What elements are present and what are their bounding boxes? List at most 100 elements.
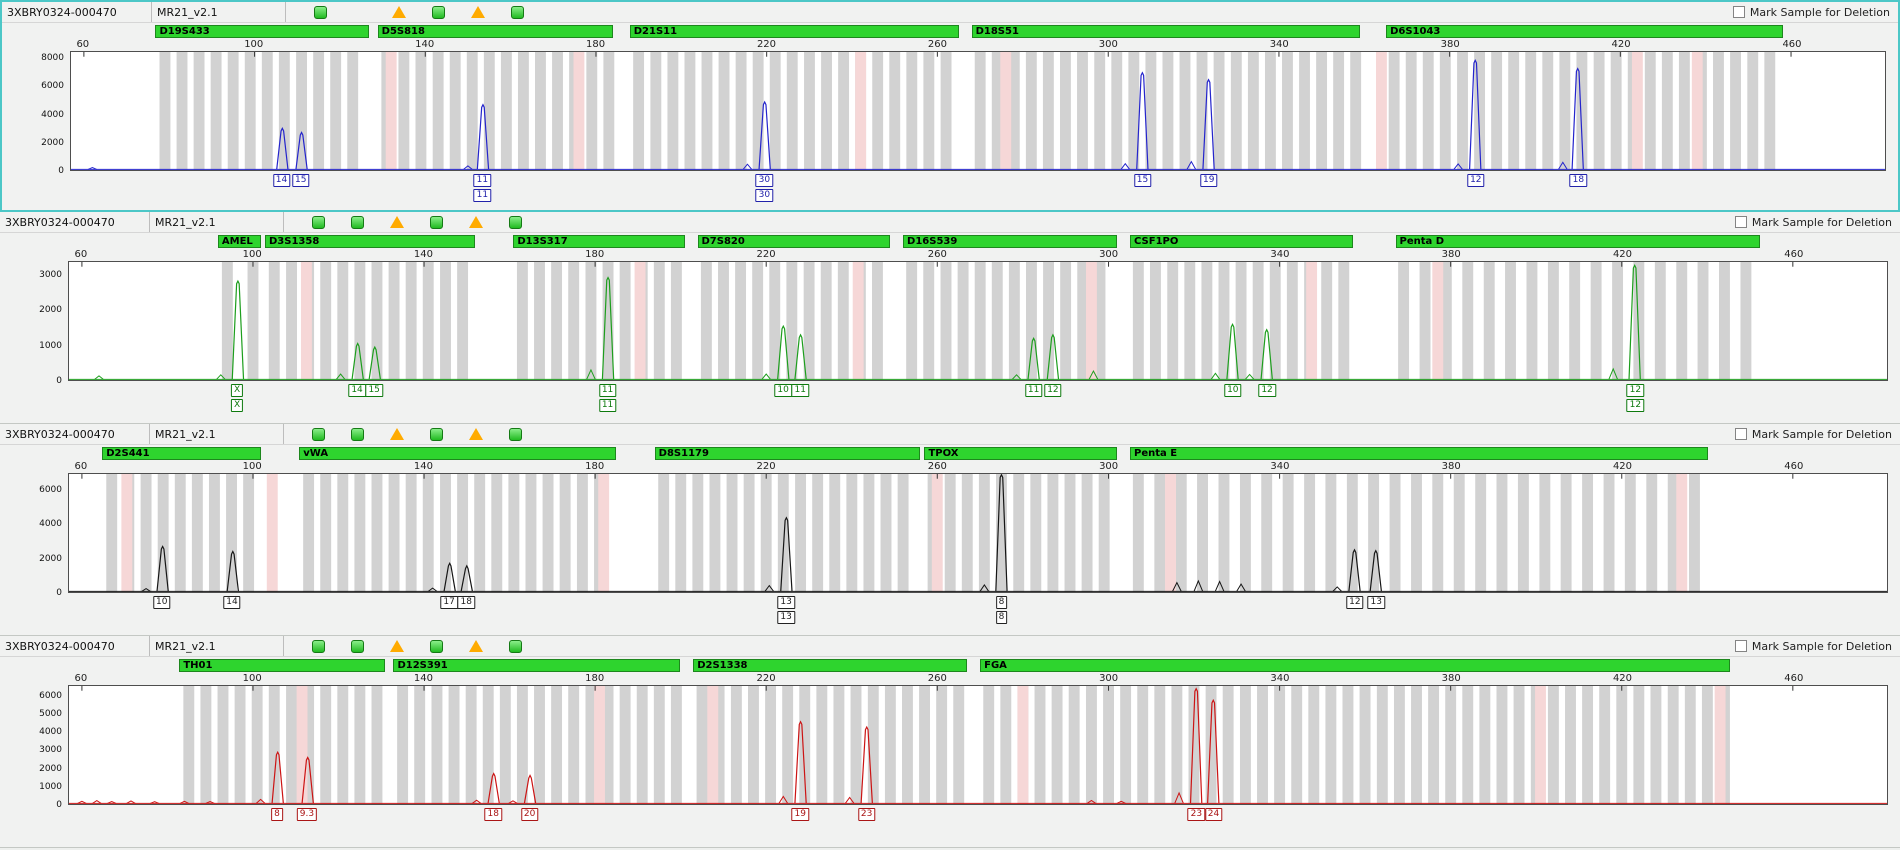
- allele-label-box[interactable]: 13: [777, 596, 795, 609]
- allele-label-box[interactable]: 23: [1187, 808, 1206, 821]
- allele-call[interactable]: 12: [1044, 384, 1062, 397]
- allele-call[interactable]: 30 30: [755, 174, 774, 202]
- allele-call[interactable]: 18: [484, 808, 502, 821]
- panel-name[interactable]: MR21_v2.1: [150, 636, 284, 656]
- allele-label-box[interactable]: 23: [857, 808, 876, 821]
- allele-label-box[interactable]: 10: [774, 384, 792, 397]
- sample-name[interactable]: 3XBRY0324-000470: [2, 2, 152, 22]
- sample-name[interactable]: 3XBRY0324-000470: [0, 424, 150, 444]
- electropherogram-plot[interactable]: [70, 51, 1886, 171]
- allele-label-box[interactable]: 17: [440, 596, 458, 609]
- allele-call[interactable]: 10: [774, 384, 792, 397]
- allele-label-box[interactable]: 18: [1569, 174, 1588, 187]
- allele-call[interactable]: 24: [1204, 808, 1223, 821]
- allele-label-box[interactable]: 9.3: [296, 808, 318, 821]
- allele-label-box[interactable]: 18: [457, 596, 475, 609]
- allele-label-box[interactable]: 11: [598, 384, 617, 397]
- allele-label-box[interactable]: 12: [1346, 596, 1364, 609]
- allele-call[interactable]: 11: [1024, 384, 1043, 397]
- allele-call[interactable]: 11 11: [473, 174, 492, 202]
- allele-call[interactable]: 10: [153, 596, 171, 609]
- allele-label-box[interactable]: 11: [473, 174, 492, 187]
- mark-deletion-control[interactable]: Mark Sample for Deletion: [1734, 428, 1900, 441]
- electropherogram-plot[interactable]: [68, 473, 1888, 593]
- allele-call[interactable]: 14: [348, 384, 366, 397]
- allele-call[interactable]: 13: [1367, 596, 1385, 609]
- allele-call[interactable]: 11: [791, 384, 810, 397]
- allele-label-box[interactable]: 15: [292, 174, 310, 187]
- mark-deletion-control[interactable]: Mark Sample for Deletion: [1732, 6, 1898, 19]
- allele-label-box[interactable]: 15: [1133, 174, 1152, 187]
- allele-label-box[interactable]: 19: [1200, 174, 1218, 187]
- locus-marker-bar: D13S317: [513, 235, 685, 248]
- allele-label-box[interactable]: 12: [1258, 384, 1276, 397]
- allele-label-box[interactable]: 19: [791, 808, 810, 821]
- sample-name[interactable]: 3XBRY0324-000470: [0, 212, 150, 232]
- allele-call[interactable]: 18: [457, 596, 475, 609]
- allele-call[interactable]: 10: [1224, 384, 1242, 397]
- allele-label-box[interactable]: 12: [1044, 384, 1062, 397]
- allele-call[interactable]: 8: [271, 808, 283, 821]
- allele-call[interactable]: 23: [1187, 808, 1206, 821]
- allele-call[interactable]: 20: [520, 808, 539, 821]
- allele-label-box[interactable]: 11: [1024, 384, 1043, 397]
- allele-call[interactable]: 12: [1258, 384, 1276, 397]
- allele-call[interactable]: 11 11: [598, 384, 617, 412]
- allele-call[interactable]: 15: [1133, 174, 1152, 187]
- allele-label-box[interactable]: 13: [1367, 596, 1385, 609]
- allele-label-box[interactable]: 24: [1204, 808, 1223, 821]
- allele-call[interactable]: 9.3: [296, 808, 318, 821]
- allele-call[interactable]: 14: [223, 596, 241, 609]
- mark-deletion-checkbox[interactable]: [1734, 216, 1747, 228]
- allele-call[interactable]: 17: [440, 596, 458, 609]
- allele-label-box[interactable]: X: [231, 399, 244, 412]
- allele-label-box[interactable]: 18: [484, 808, 502, 821]
- allele-label-box[interactable]: 14: [348, 384, 366, 397]
- allele-call[interactable]: 12 12: [1626, 384, 1645, 412]
- panel-name[interactable]: MR21_v2.1: [150, 424, 284, 444]
- quality-ok-icon: [312, 639, 325, 653]
- allele-label-box[interactable]: 15: [365, 384, 383, 397]
- allele-label-box[interactable]: 10: [1224, 384, 1242, 397]
- panel-name[interactable]: MR21_v2.1: [152, 2, 286, 22]
- allele-label-box[interactable]: 20: [520, 808, 539, 821]
- allele-call[interactable]: 15: [365, 384, 383, 397]
- electropherogram-plot[interactable]: [68, 685, 1888, 805]
- allele-call[interactable]: 15: [292, 174, 310, 187]
- allele-call[interactable]: 19: [1200, 174, 1218, 187]
- allele-call[interactable]: 13 13: [777, 596, 795, 624]
- allele-label-box[interactable]: 8: [271, 808, 283, 821]
- mark-deletion-checkbox[interactable]: [1734, 640, 1747, 652]
- allele-label-box[interactable]: 30: [755, 174, 774, 187]
- allele-label-box[interactable]: 30: [755, 189, 774, 202]
- panel-name[interactable]: MR21_v2.1: [150, 212, 284, 232]
- mark-deletion-label: Mark Sample for Deletion: [1751, 639, 1892, 653]
- electropherogram-plot[interactable]: [68, 261, 1888, 381]
- mark-deletion-control[interactable]: Mark Sample for Deletion: [1734, 216, 1900, 229]
- mark-deletion-control[interactable]: Mark Sample for Deletion: [1734, 639, 1900, 653]
- allele-call[interactable]: 23: [857, 808, 876, 821]
- allele-label-box[interactable]: 12: [1626, 384, 1645, 397]
- allele-call[interactable]: 12: [1346, 596, 1364, 609]
- allele-call[interactable]: 14: [272, 174, 291, 187]
- allele-label-box[interactable]: X: [231, 384, 244, 397]
- allele-label-box[interactable]: 11: [473, 189, 492, 202]
- allele-label-box[interactable]: 13: [777, 611, 795, 624]
- allele-label-box[interactable]: 12: [1467, 174, 1485, 187]
- allele-label-box[interactable]: 8: [995, 596, 1008, 609]
- allele-label-box[interactable]: 14: [272, 174, 291, 187]
- allele-call[interactable]: 12: [1467, 174, 1485, 187]
- allele-label-box[interactable]: 11: [791, 384, 810, 397]
- allele-call[interactable]: 18: [1569, 174, 1588, 187]
- mark-deletion-checkbox[interactable]: [1734, 428, 1747, 440]
- allele-label-box[interactable]: 12: [1626, 399, 1645, 412]
- sample-name[interactable]: 3XBRY0324-000470: [0, 636, 150, 656]
- allele-label-box[interactable]: 14: [223, 596, 241, 609]
- allele-call[interactable]: 19: [791, 808, 810, 821]
- allele-label-box[interactable]: 11: [598, 399, 617, 412]
- mark-deletion-checkbox[interactable]: [1732, 6, 1745, 18]
- allele-label-box[interactable]: 8: [995, 611, 1008, 624]
- allele-label-box[interactable]: 10: [153, 596, 171, 609]
